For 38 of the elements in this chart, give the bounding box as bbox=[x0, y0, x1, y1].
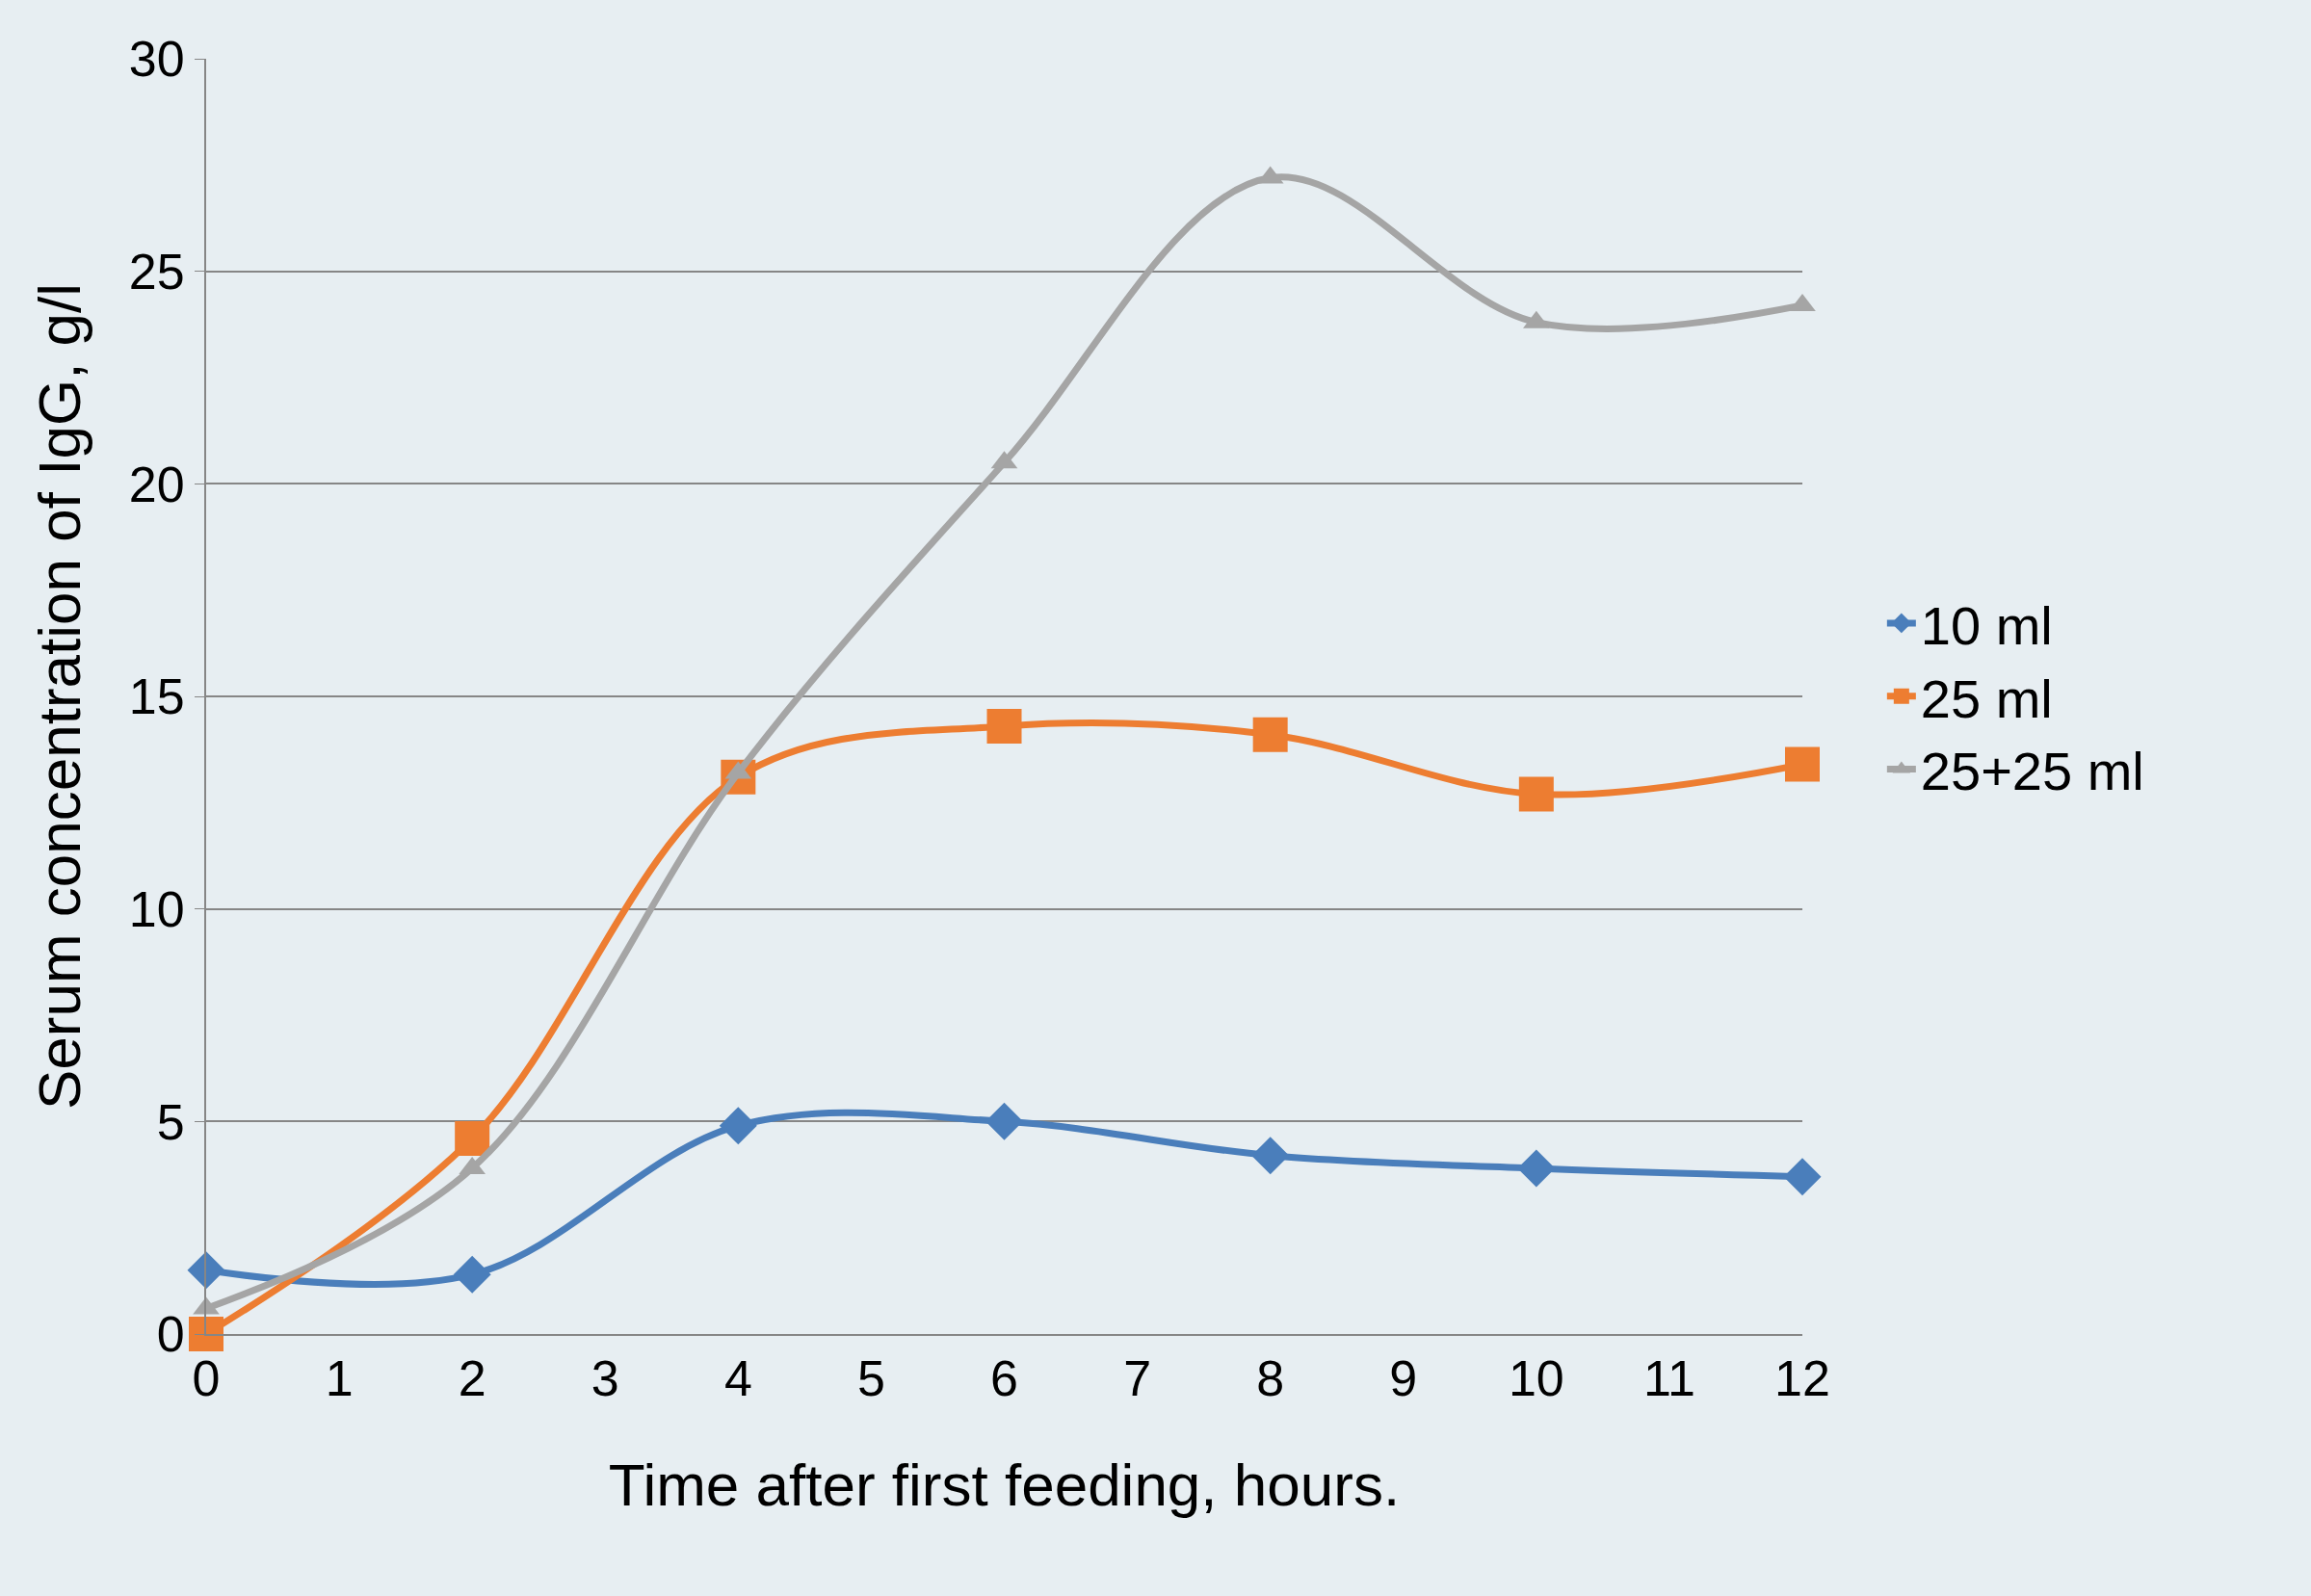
legend-label: 25 ml bbox=[1920, 667, 2053, 729]
point bbox=[985, 1102, 1023, 1140]
y-tick-label: 30 bbox=[128, 31, 185, 88]
y-tick-label: 5 bbox=[156, 1093, 185, 1150]
point bbox=[189, 1317, 223, 1351]
x-tick-label: 5 bbox=[856, 1350, 885, 1407]
y-tick-label: 10 bbox=[128, 880, 185, 937]
point bbox=[719, 1107, 757, 1145]
x-tick-label: 11 bbox=[1642, 1350, 1695, 1407]
point bbox=[1783, 1158, 1822, 1196]
point bbox=[986, 708, 1022, 744]
x-axis-title: Time after first feeding, hours. bbox=[608, 1451, 1401, 1518]
point bbox=[455, 1120, 490, 1156]
x-tick-label: 2 bbox=[458, 1350, 486, 1407]
y-tick-label: 20 bbox=[128, 456, 185, 512]
x-tick-label: 8 bbox=[1256, 1350, 1285, 1407]
y-tick-label: 15 bbox=[128, 668, 185, 725]
y-tick-label: 25 bbox=[128, 243, 185, 300]
y-tick-label: 0 bbox=[156, 1306, 185, 1363]
x-tick-label: 6 bbox=[990, 1350, 1018, 1407]
x-tick-label: 9 bbox=[1389, 1350, 1418, 1407]
point bbox=[1517, 1149, 1556, 1188]
x-tick-label: 0 bbox=[192, 1350, 221, 1407]
point bbox=[1518, 776, 1554, 812]
x-tick-label: 7 bbox=[1123, 1350, 1152, 1407]
x-tick-label: 10 bbox=[1508, 1350, 1564, 1407]
legend-label: 10 ml bbox=[1920, 594, 2053, 656]
x-tick-label: 3 bbox=[591, 1350, 619, 1407]
x-tick-label: 1 bbox=[325, 1350, 354, 1407]
point bbox=[453, 1255, 491, 1294]
y-axis-title: Serum concentration of IgG, g/l bbox=[26, 282, 93, 1111]
point bbox=[1251, 1137, 1290, 1175]
point bbox=[187, 1251, 225, 1290]
point bbox=[1252, 717, 1288, 752]
x-tick-label: 4 bbox=[723, 1350, 752, 1407]
point bbox=[1785, 746, 1820, 782]
legend-label: 25+25 ml bbox=[1920, 741, 2144, 802]
x-tick-label: 12 bbox=[1774, 1350, 1830, 1407]
